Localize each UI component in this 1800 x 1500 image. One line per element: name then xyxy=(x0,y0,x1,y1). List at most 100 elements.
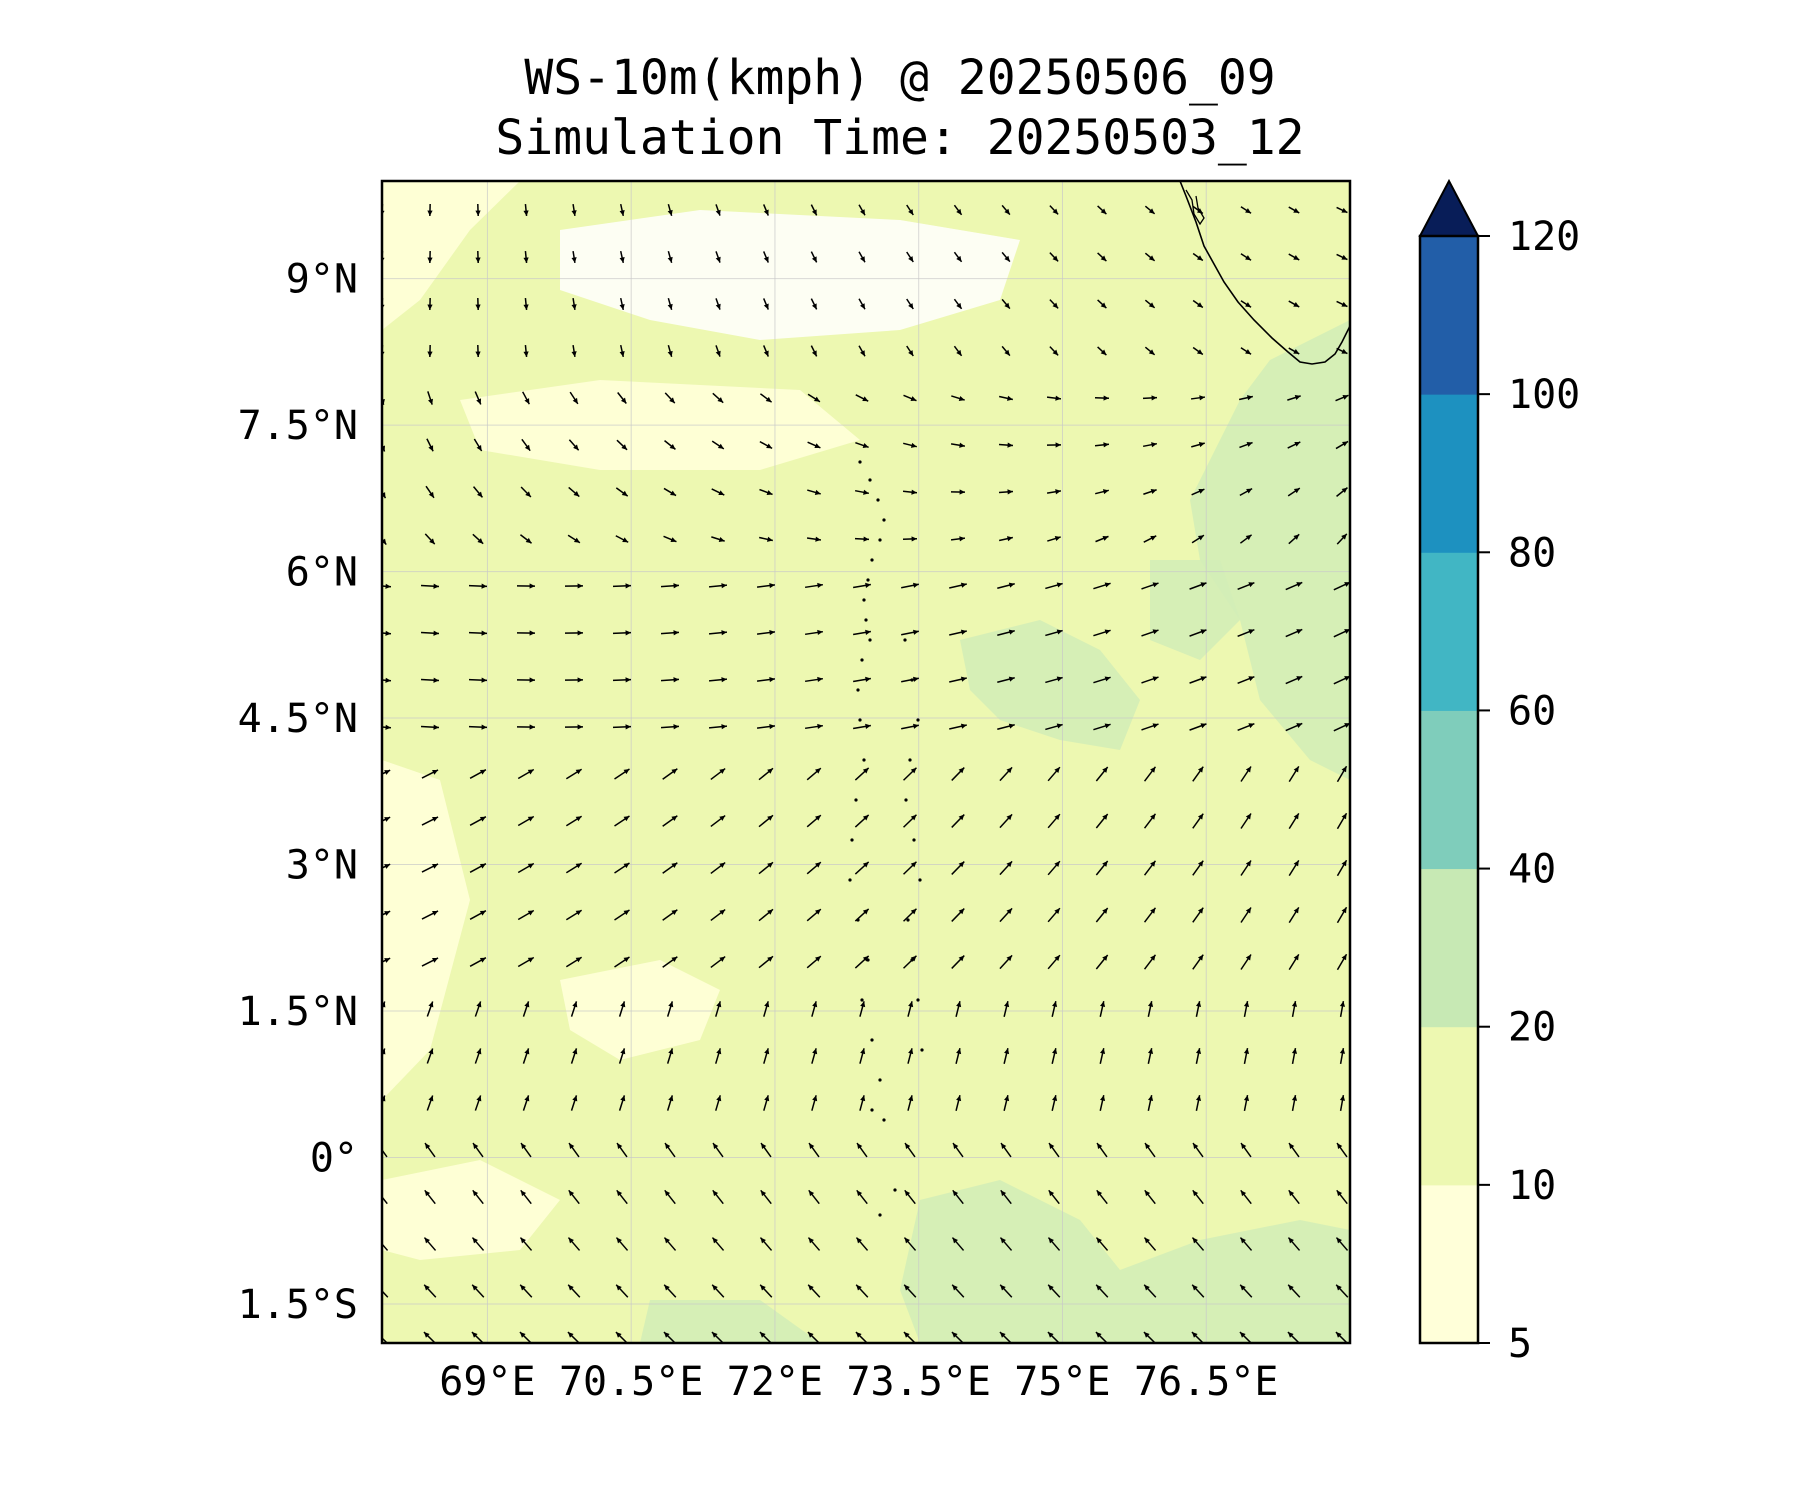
wind-arrow xyxy=(951,767,965,781)
wind-arrow xyxy=(521,438,531,452)
wind-arrow xyxy=(1095,954,1109,970)
wind-arrow xyxy=(1335,1284,1349,1298)
wind-arrow xyxy=(1045,582,1063,590)
wind-arrow xyxy=(472,533,484,545)
wind-arrow xyxy=(1192,813,1204,829)
wind-vectors xyxy=(382,203,1350,1343)
wind-arrow xyxy=(618,1048,626,1064)
wind-arrow xyxy=(474,1048,482,1064)
wind-arrow xyxy=(1287,395,1301,401)
wind-arrow xyxy=(1237,722,1255,732)
map-frame xyxy=(380,179,1352,1345)
wind-arrow xyxy=(763,1001,770,1017)
wind-arrow xyxy=(1336,1189,1348,1205)
wind-arrow xyxy=(516,630,536,636)
wind-arrow xyxy=(662,862,678,874)
wind-arrow xyxy=(421,910,439,920)
latitude-labels: 9°N 7.5°N 6°N 4.5°N 3°N 1.5°N 0° 1.5°S xyxy=(238,257,358,1328)
wind-arrow xyxy=(997,629,1015,636)
wind-arrow xyxy=(382,816,391,822)
wind-arrow xyxy=(1285,581,1303,591)
wind-arrow xyxy=(382,630,392,636)
wind-arrow xyxy=(949,676,967,683)
wind-arrow xyxy=(1141,629,1159,637)
wind-arrow xyxy=(804,582,824,589)
moderate-wind-area xyxy=(1150,560,1240,660)
wind-arrow xyxy=(1192,1142,1204,1158)
wind-arrow xyxy=(902,489,918,495)
atoll-dot xyxy=(868,638,872,642)
colorbar-tick-label: 5 xyxy=(1508,1321,1532,1367)
wind-arrow xyxy=(1097,205,1107,215)
wind-arrow xyxy=(853,582,871,589)
wind-arrow xyxy=(382,910,391,916)
wind-arrow xyxy=(663,1237,677,1251)
wind-arrow xyxy=(567,534,581,544)
wind-arrow xyxy=(1049,252,1059,262)
maldives-atolls xyxy=(848,460,924,1217)
latitude-tick-label: 0° xyxy=(310,1135,358,1181)
map-area xyxy=(382,181,1350,1343)
wind-arrow xyxy=(904,1142,916,1158)
wind-arrow xyxy=(951,395,965,401)
wind-arrow xyxy=(715,345,721,357)
wind-arrow xyxy=(807,489,821,495)
wind-arrow xyxy=(1097,346,1107,356)
wind-arrow xyxy=(903,814,917,828)
wind-arrow xyxy=(1240,813,1252,829)
wind-arrow xyxy=(1047,907,1061,923)
wind-arrow xyxy=(565,815,583,827)
wind-arrow xyxy=(617,392,627,404)
wind-arrow xyxy=(758,908,774,922)
wind-arrow xyxy=(517,862,535,874)
wind-arrow xyxy=(1336,953,1348,971)
wind-arrow xyxy=(1192,1189,1204,1205)
wind-arrow xyxy=(1237,675,1255,685)
wind-arrow xyxy=(810,298,818,310)
wind-arrow xyxy=(662,909,678,921)
wind-arrow xyxy=(614,768,630,780)
wind-arrow xyxy=(1288,812,1300,830)
wind-arrow xyxy=(568,439,580,451)
wind-arrow xyxy=(1141,723,1159,731)
wind-arrow xyxy=(952,1142,964,1158)
wind-arrow xyxy=(420,724,440,730)
wind-arrow xyxy=(519,534,533,544)
wind-arrow xyxy=(1240,300,1252,308)
wind-arrow xyxy=(1336,765,1348,783)
atoll-dot xyxy=(864,618,868,622)
longitude-tick-label: 69°E xyxy=(439,1359,535,1405)
latitude-tick-label: 3°N xyxy=(286,843,358,889)
wind-arrow xyxy=(1192,907,1204,923)
atoll-dot xyxy=(854,798,858,802)
wind-arrow xyxy=(999,954,1013,970)
atoll-dot xyxy=(866,578,870,582)
atoll-dot xyxy=(882,518,886,522)
wind-arrow xyxy=(853,723,871,730)
wind-arrow xyxy=(1336,206,1348,214)
atoll-dot xyxy=(906,918,910,922)
longitude-tick-label: 73.5°E xyxy=(846,1359,991,1405)
wind-arrow xyxy=(902,536,918,542)
atoll-dot xyxy=(876,498,880,502)
wind-arrow xyxy=(903,1284,917,1298)
colorbar-ticks: 5 10 20 40 60 80 100 120 xyxy=(1478,214,1580,1367)
wind-arrow xyxy=(612,630,632,636)
calm-wind-area xyxy=(560,210,1020,340)
wind-arrow xyxy=(854,861,870,875)
wind-arrow xyxy=(619,297,625,311)
wind-arrow xyxy=(901,629,919,636)
wind-arrow xyxy=(1095,766,1109,782)
wind-arrow xyxy=(382,583,392,589)
wind-arrow xyxy=(1144,1189,1156,1205)
wind-arrow xyxy=(804,629,824,636)
calm-wind-area xyxy=(382,760,470,1100)
wind-arrow xyxy=(806,908,822,922)
wind-arrow xyxy=(856,1189,868,1205)
wind-arrow xyxy=(1047,954,1061,970)
wind-arrow xyxy=(1093,723,1111,731)
wind-arrow xyxy=(1240,253,1252,261)
wind-arrow xyxy=(571,203,577,217)
wind-arrow xyxy=(614,956,630,968)
wind-arrow xyxy=(859,1095,866,1111)
